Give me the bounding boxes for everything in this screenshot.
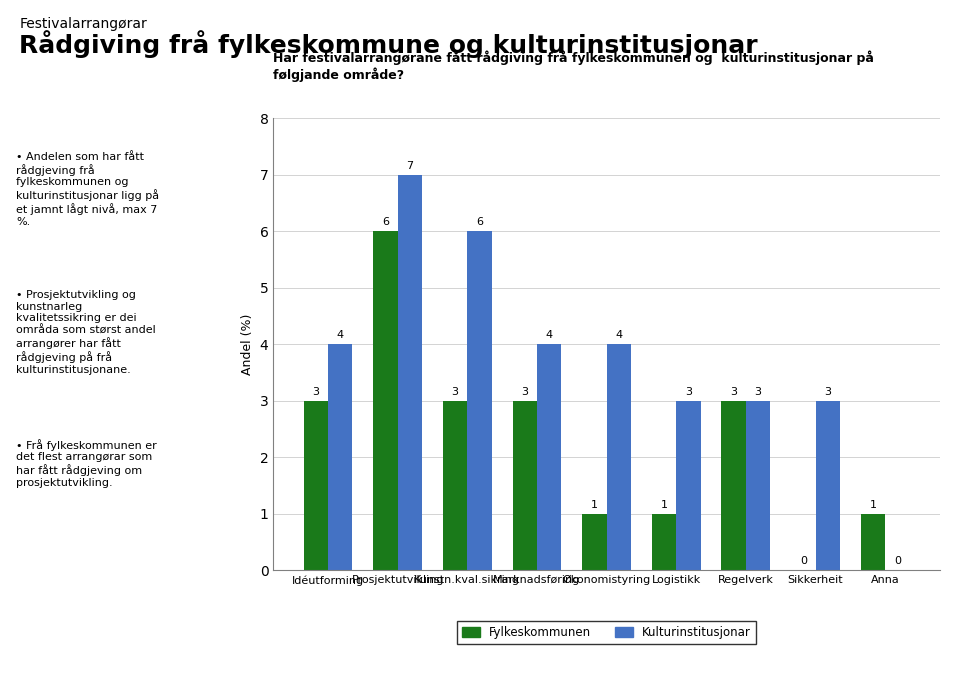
- Bar: [746, 401, 770, 570]
- Text: 6: 6: [382, 217, 389, 227]
- Legend: Fylkeskommunen, Kulturinstitusjonar: Fylkeskommunen, Kulturinstitusjonar: [457, 621, 756, 644]
- Text: 4: 4: [337, 330, 343, 340]
- Bar: [582, 514, 606, 570]
- Text: 0: 0: [800, 556, 807, 566]
- Bar: [815, 401, 840, 570]
- Bar: [721, 401, 746, 570]
- Y-axis label: Andel (%): Andel (%): [241, 314, 254, 375]
- Text: 1: 1: [870, 500, 877, 510]
- Text: 3: 3: [755, 387, 761, 397]
- Text: 3: 3: [685, 387, 691, 397]
- Text: 6: 6: [476, 217, 483, 227]
- Bar: [861, 514, 885, 570]
- Bar: [443, 401, 467, 570]
- Bar: [537, 344, 561, 570]
- Text: 0: 0: [894, 556, 901, 566]
- Text: 3: 3: [730, 387, 737, 397]
- Text: 1: 1: [661, 500, 667, 510]
- Bar: [676, 401, 701, 570]
- Text: 1: 1: [591, 500, 597, 510]
- Text: Har festivalarrangørane fått rådgiving frå fylkeskommunen og  kulturinstitusjona: Har festivalarrangørane fått rådgiving f…: [273, 51, 875, 82]
- Text: • Andelen som har fått
rådgjeving frå
fylkeskommunen og
kulturinstitusjonar ligg: • Andelen som har fått rådgjeving frå fy…: [16, 152, 159, 227]
- Bar: [652, 514, 676, 570]
- Text: 7: 7: [407, 161, 413, 171]
- Bar: [512, 401, 537, 570]
- Text: 3: 3: [313, 387, 319, 397]
- Text: Rådgiving frå fylkeskommune og kulturinstitusjonar: Rådgiving frå fylkeskommune og kulturins…: [19, 30, 758, 58]
- Bar: [373, 231, 398, 570]
- Text: 4: 4: [615, 330, 622, 340]
- Bar: [606, 344, 631, 570]
- Text: Festivalarrangørar: Festivalarrangørar: [19, 17, 147, 31]
- Text: 3: 3: [522, 387, 528, 397]
- Bar: [398, 175, 422, 570]
- Bar: [328, 344, 352, 570]
- Text: 3: 3: [452, 387, 458, 397]
- Bar: [304, 401, 328, 570]
- Text: www.hordaland.no: www.hordaland.no: [19, 639, 161, 653]
- Text: 3: 3: [824, 387, 831, 397]
- Text: • Frå fylkeskommunen er
det flest arrangørar som
har fått rådgjeving om
prosjekt: • Frå fylkeskommunen er det flest arrang…: [16, 439, 157, 488]
- Text: • Prosjektutvikling og
kunstnarleg
kvalitetssikring er dei
områda som størst and: • Prosjektutvikling og kunstnarleg kvali…: [16, 290, 156, 375]
- Text: 4: 4: [546, 330, 552, 340]
- Bar: [467, 231, 492, 570]
